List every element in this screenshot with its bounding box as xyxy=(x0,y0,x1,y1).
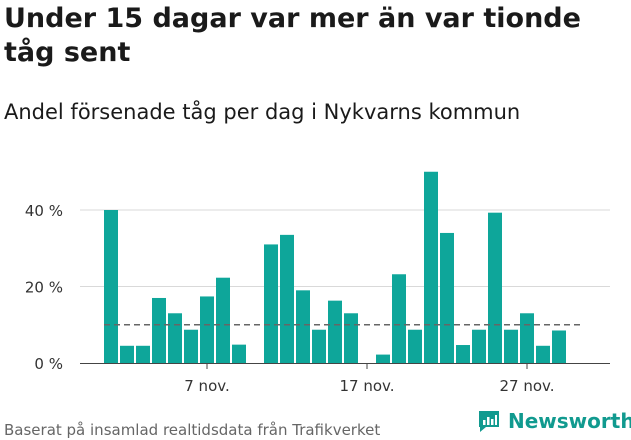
newsworthy-logo-icon xyxy=(479,411,499,432)
bar-nov-13 xyxy=(296,290,310,363)
bar-nov-23 xyxy=(456,345,470,363)
bars xyxy=(104,171,566,363)
bar-nov-12 xyxy=(280,234,294,363)
bar-nov-28 xyxy=(536,345,550,363)
bar-nov-24 xyxy=(472,329,486,363)
chart-subtitle: Andel försenade tåg per dag i Nykvarns k… xyxy=(4,100,521,124)
bar-nov-14 xyxy=(312,329,326,363)
bar-nov-6 xyxy=(184,329,198,363)
bar-nov-2 xyxy=(120,345,134,363)
x-tick-label: 27 nov. xyxy=(499,377,554,395)
bar-nov-16 xyxy=(344,313,358,363)
bar-nov-5 xyxy=(168,313,182,363)
bar-nov-4 xyxy=(152,297,166,363)
bar-nov-25 xyxy=(488,212,502,363)
chart-title: Under 15 dagar var mer än var tionde tåg… xyxy=(4,3,581,68)
bar-chart: 0 % 20 % 40 % 7 nov. 17 nov. 27 nov. xyxy=(25,171,610,395)
bar-nov-3 xyxy=(136,345,150,363)
bar-nov-11 xyxy=(264,244,278,363)
y-tick-label: 40 % xyxy=(25,202,63,220)
bar-nov-21 xyxy=(424,171,438,363)
bar-nov-9 xyxy=(232,344,246,363)
grid-lines: 0 % 20 % 40 % xyxy=(25,202,610,373)
y-tick-label: 20 % xyxy=(25,279,63,297)
axes: 7 nov. 17 nov. 27 nov. xyxy=(80,363,610,395)
y-tick-label: 0 % xyxy=(34,355,63,373)
bar-nov-7 xyxy=(200,296,214,363)
bar-nov-29 xyxy=(552,330,566,363)
x-tick-label: 7 nov. xyxy=(184,377,229,395)
bar-nov-1 xyxy=(104,210,118,363)
brand-logo: Newsworthy xyxy=(476,408,631,434)
bar-nov-20 xyxy=(408,329,422,363)
bar-nov-18 xyxy=(376,354,390,363)
bar-nov-22 xyxy=(440,232,454,363)
x-tick-label: 17 nov. xyxy=(339,377,394,395)
bar-nov-19 xyxy=(392,274,406,363)
bar-nov-26 xyxy=(504,329,518,363)
bar-nov-15 xyxy=(328,300,342,363)
bar-nov-8 xyxy=(216,277,230,363)
brand-name: Newsworthy xyxy=(508,409,631,433)
source-note: Baserat på insamlad realtidsdata från Tr… xyxy=(4,421,381,439)
bar-nov-27 xyxy=(520,313,534,363)
